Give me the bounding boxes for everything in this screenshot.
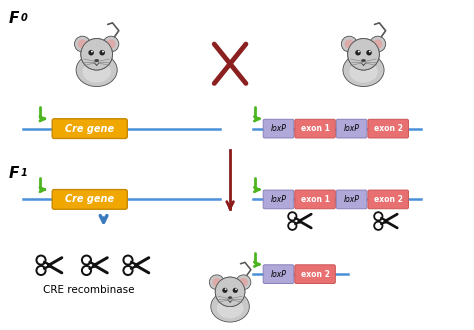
Circle shape (81, 39, 112, 70)
Ellipse shape (361, 59, 366, 62)
FancyBboxPatch shape (263, 190, 294, 209)
Circle shape (215, 277, 245, 307)
Circle shape (225, 288, 227, 290)
Text: loxP: loxP (344, 195, 360, 204)
Text: Cre gene: Cre gene (65, 124, 114, 134)
Circle shape (212, 278, 221, 287)
FancyBboxPatch shape (52, 119, 128, 139)
Circle shape (239, 278, 248, 287)
Ellipse shape (94, 59, 99, 62)
Text: 0: 0 (20, 13, 27, 23)
FancyBboxPatch shape (263, 265, 294, 283)
Circle shape (81, 39, 112, 70)
Circle shape (103, 36, 119, 52)
Text: CRE recombinase: CRE recombinase (43, 285, 135, 295)
FancyBboxPatch shape (368, 190, 409, 209)
Circle shape (235, 288, 237, 290)
Text: F: F (9, 166, 19, 181)
Text: 1: 1 (20, 168, 27, 178)
Circle shape (366, 50, 372, 55)
Text: F: F (9, 11, 19, 26)
Text: exon 1: exon 1 (301, 124, 329, 133)
Circle shape (74, 36, 91, 52)
Circle shape (215, 277, 245, 307)
FancyBboxPatch shape (337, 119, 367, 138)
FancyBboxPatch shape (368, 119, 409, 138)
Circle shape (100, 50, 105, 55)
Text: loxP: loxP (271, 195, 286, 204)
Ellipse shape (76, 53, 117, 86)
Circle shape (78, 39, 87, 49)
Text: Cre gene: Cre gene (65, 194, 114, 204)
Ellipse shape (349, 61, 378, 82)
Ellipse shape (82, 61, 111, 82)
Text: exon 2: exon 2 (374, 124, 402, 133)
Ellipse shape (228, 296, 232, 299)
Circle shape (348, 39, 379, 70)
Circle shape (222, 288, 228, 293)
Circle shape (355, 50, 361, 55)
Text: loxP: loxP (344, 124, 360, 133)
Circle shape (210, 275, 224, 290)
Text: exon 2: exon 2 (374, 195, 402, 204)
Circle shape (370, 36, 386, 52)
Circle shape (102, 50, 104, 52)
Circle shape (348, 39, 379, 70)
Circle shape (373, 39, 383, 49)
Circle shape (88, 50, 94, 55)
Circle shape (236, 275, 251, 290)
Circle shape (358, 50, 360, 52)
FancyBboxPatch shape (337, 190, 367, 209)
Circle shape (369, 50, 371, 52)
Text: loxP: loxP (271, 270, 286, 279)
Circle shape (341, 36, 357, 52)
FancyBboxPatch shape (263, 119, 294, 138)
Text: exon 2: exon 2 (301, 270, 329, 279)
Text: exon 1: exon 1 (301, 195, 329, 204)
FancyBboxPatch shape (295, 265, 335, 283)
FancyBboxPatch shape (52, 189, 128, 209)
Circle shape (106, 39, 116, 49)
FancyBboxPatch shape (295, 190, 335, 209)
Circle shape (345, 39, 354, 49)
Ellipse shape (217, 298, 244, 318)
Ellipse shape (343, 53, 384, 86)
Ellipse shape (211, 291, 249, 322)
FancyBboxPatch shape (295, 119, 335, 138)
Circle shape (233, 288, 238, 293)
Text: loxP: loxP (271, 124, 286, 133)
Circle shape (91, 50, 93, 52)
